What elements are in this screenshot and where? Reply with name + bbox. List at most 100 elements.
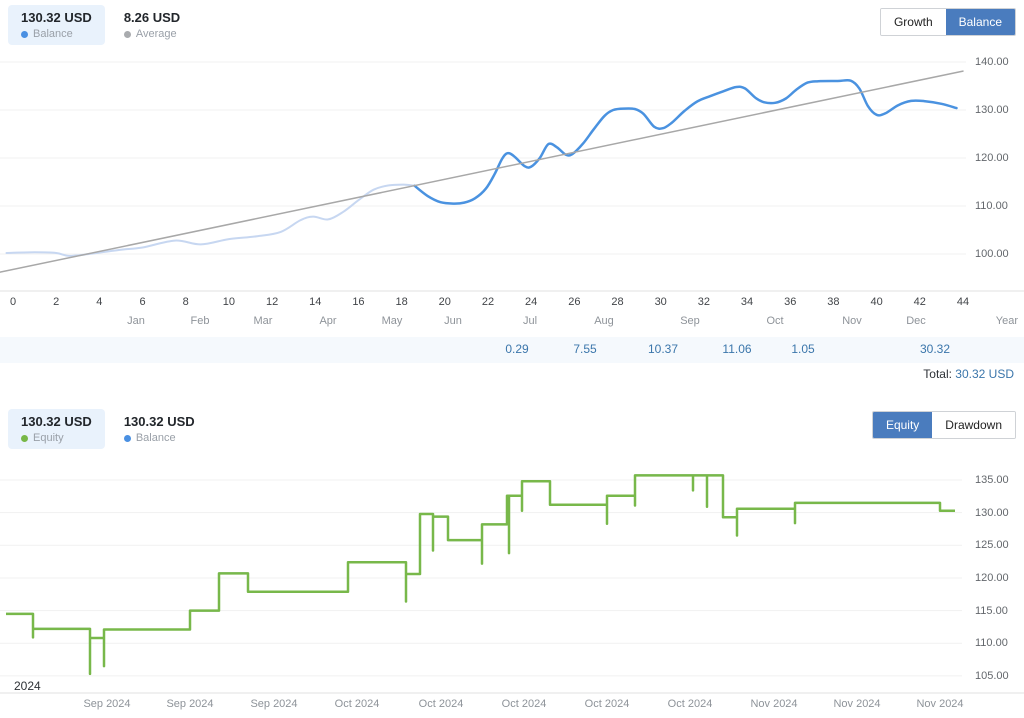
- legend-value: 8.26 USD: [123, 10, 181, 25]
- week-tick-label: 2: [53, 296, 60, 308]
- tab-growth[interactable]: Growth: [880, 9, 946, 35]
- equity-chart[interactable]: [0, 455, 1024, 695]
- month-label: Jul: [522, 315, 538, 327]
- monthly-profit-value-sep: 10.37: [647, 342, 679, 356]
- legend-label: Balance: [33, 28, 73, 40]
- week-tick-label: 20: [438, 296, 451, 308]
- y-tick-label: 120.00: [975, 152, 1009, 164]
- month-label: Mar: [253, 315, 273, 327]
- week-tick-label: 4: [96, 296, 103, 308]
- total-label: Total:: [923, 367, 952, 381]
- date-label: Oct 2024: [418, 698, 464, 710]
- equity-legend: 130.32 USD Equity 130.32 USD Balance: [8, 409, 208, 449]
- week-tick-label: 36: [784, 296, 797, 308]
- week-tick-label: 8: [182, 296, 189, 308]
- legend-item-equity[interactable]: 130.32 USD Equity: [8, 409, 105, 449]
- date-label: Nov 2024: [833, 698, 881, 710]
- monthly-profit-value-aug: 7.55: [573, 342, 597, 356]
- month-label: Feb: [190, 315, 210, 327]
- week-tick-label: 18: [395, 296, 408, 308]
- week-tick-label: 6: [139, 296, 146, 308]
- week-tick-label: 0: [9, 296, 17, 308]
- series-balance: [6, 474, 955, 639]
- legend-item-average[interactable]: 8.26 USD Average: [111, 5, 193, 45]
- week-tick-label: 24: [525, 296, 538, 308]
- week-tick-label: 28: [611, 296, 624, 308]
- week-tick-label: 22: [481, 296, 495, 308]
- week-tick-label: 34: [740, 296, 754, 308]
- y-tick-label: 130.00: [975, 506, 1009, 519]
- year-axis-label: Year: [995, 315, 1018, 327]
- date-label: Sep 2024: [166, 698, 214, 710]
- total-value: 30.32 USD: [955, 367, 1014, 381]
- tab-balance[interactable]: Balance: [945, 9, 1015, 35]
- week-tick-label: 38: [827, 296, 840, 308]
- date-label: Nov 2024: [916, 698, 964, 710]
- equity-tab-group: Equity Drawdown: [871, 411, 1016, 439]
- y-tick-label: 125.00: [975, 539, 1009, 552]
- balance-tab-group: Growth Balance: [879, 8, 1016, 36]
- balance-growth-chart[interactable]: [0, 48, 1024, 294]
- month-label: Sep: [680, 315, 700, 327]
- total-row: Total: 30.32 USD: [923, 367, 1014, 381]
- week-tick-label: 30: [654, 296, 667, 308]
- legend-dot-icon: [123, 30, 131, 38]
- series-balance-initial-period-: [5, 183, 416, 257]
- legend-label: Average: [135, 28, 177, 40]
- y-tick-label: 105.00: [975, 669, 1009, 682]
- y-tick-label: 100.00: [975, 248, 1009, 260]
- legend-label: Equity: [33, 432, 64, 444]
- week-tick-label: 42: [913, 296, 926, 308]
- week-tick-label: 14: [309, 296, 322, 308]
- legend-dot-icon: [123, 434, 131, 442]
- month-label: May: [381, 315, 403, 327]
- legend-item-balance[interactable]: 130.32 USD Balance: [8, 5, 105, 45]
- date-label: Oct 2024: [584, 698, 630, 710]
- legend-label: Balance: [135, 432, 176, 444]
- legend-value: 130.32 USD: [21, 10, 92, 25]
- series-average: [0, 70, 964, 273]
- monthly-profit-value-jul: 0.29: [505, 342, 529, 356]
- month-label: Aug: [594, 315, 614, 327]
- y-tick-label: 135.00: [975, 474, 1009, 486]
- tab-drawdown[interactable]: Drawdown: [932, 412, 1015, 438]
- legend-value: 130.32 USD: [21, 414, 92, 429]
- monthly-profit-value-oct: 11.06: [722, 342, 752, 356]
- date-label: Oct 2024: [667, 698, 713, 710]
- date-label: Nov 2024: [750, 698, 798, 710]
- month-label: Jun: [444, 315, 462, 327]
- tab-equity[interactable]: Equity: [872, 412, 933, 438]
- week-tick-label: 44: [956, 296, 970, 308]
- legend-sub: Equity: [21, 432, 92, 444]
- year-total-value: 30.32: [919, 342, 950, 356]
- date-label: Oct 2024: [334, 698, 380, 710]
- y-tick-label: 115.00: [975, 604, 1008, 617]
- month-label: Oct: [766, 315, 784, 327]
- yearly-profit-row[interactable]: 2024 0.29 7.55 10.37 11.06 1.05 30.32: [0, 337, 1024, 693]
- year-label: 2024: [14, 679, 41, 693]
- legend-item-balance[interactable]: 130.32 USD Balance: [111, 409, 208, 449]
- date-label: Sep 2024: [83, 698, 131, 710]
- legend-dot-icon: [21, 30, 28, 38]
- week-tick-label: 40: [870, 296, 883, 308]
- week-tick-label: 26: [568, 296, 581, 308]
- y-tick-label: 140.00: [975, 56, 1009, 68]
- legend-dot-icon: [21, 434, 28, 442]
- legend-sub: Balance: [123, 432, 195, 444]
- week-tick-label: 16: [352, 296, 365, 308]
- date-label: Oct 2024: [501, 698, 547, 710]
- y-tick-label: 110.00: [975, 637, 1008, 650]
- y-tick-label: 110.00: [975, 200, 1008, 212]
- date-label: Sep 2024: [250, 698, 298, 710]
- month-label: Nov: [842, 315, 862, 327]
- legend-sub: Average: [123, 28, 180, 40]
- series-equity: [6, 474, 955, 676]
- month-label: Jan: [127, 315, 145, 327]
- balance-legend: 130.32 USD Balance 8.26 USD Average: [8, 5, 193, 45]
- y-tick-label: 130.00: [975, 104, 1009, 116]
- week-tick-label: 32: [697, 296, 710, 308]
- monthly-profit-value-nov: 1.05: [791, 342, 815, 356]
- month-label: Apr: [319, 315, 337, 327]
- month-label: Dec: [906, 315, 926, 327]
